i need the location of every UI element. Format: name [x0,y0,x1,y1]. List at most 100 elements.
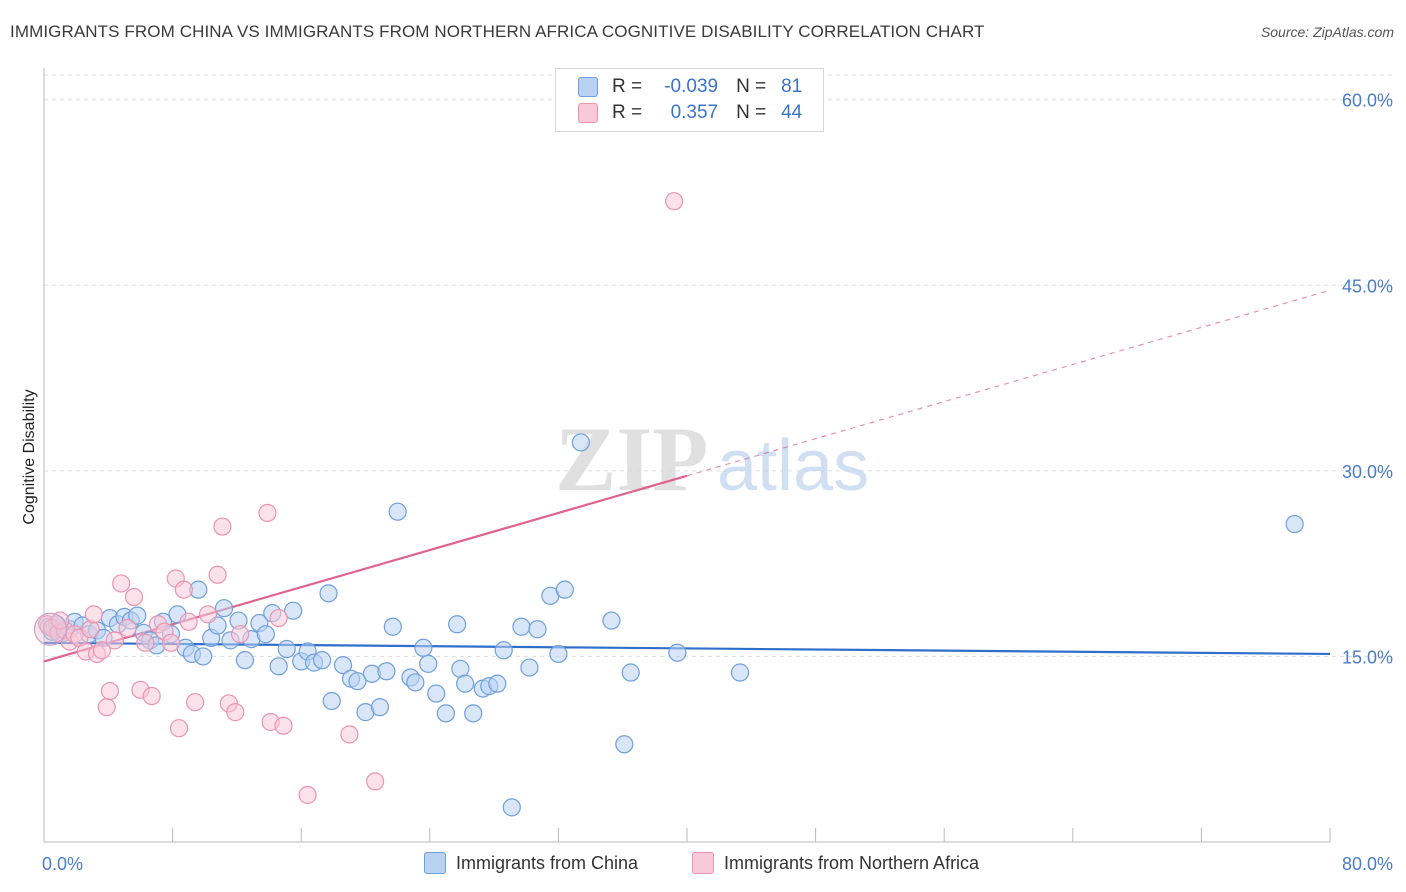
x-tick-label-start: 0.0% [42,854,83,874]
point-china [1285,514,1304,534]
point-china [502,798,521,817]
point-china [269,657,288,676]
chart-title: IMMIGRANTS FROM CHINA VS IMMIGRANTS FROM… [10,22,985,41]
point-northern-africa [186,693,205,712]
axes [43,68,1331,843]
point-northern-africa [665,192,684,211]
point-northern-africa [179,612,198,631]
point-china [615,735,634,754]
point-northern-africa [136,633,155,652]
watermark: ZIP atlas [555,408,869,510]
point-northern-africa [198,605,218,624]
chart-source: Source: ZipAtlas.com [1260,24,1394,40]
legend-r-value-northern-africa: 0.357 [670,102,719,123]
tick-labels: 15.0% 30.0% 45.0% 60.0% 0.0% 80.0% Cognitive D… [21,91,1393,874]
point-china [414,638,433,657]
point-china [235,651,255,670]
series-swatch-northern-africa [692,852,714,874]
point-china [464,704,483,723]
watermark-zip: ZIP [555,408,708,510]
point-northern-africa [366,772,385,791]
y-tick-label: 30.0% [1342,462,1393,482]
point-china [419,654,438,673]
point-china [319,584,338,603]
legend-n-value-northern-africa: 44 [781,102,803,123]
y-tick-label: 15.0% [1342,647,1393,667]
point-china [456,674,475,693]
point-northern-africa [118,618,137,638]
point-northern-africa [174,580,193,599]
point-china [348,672,367,691]
point-northern-africa [258,503,277,523]
legend-n-label: N = [736,102,767,123]
point-northern-africa [169,719,189,738]
trend-line-extension-1 [686,289,1331,477]
point-northern-africa [340,725,359,744]
point-china [312,651,332,670]
point-china [555,580,574,599]
trend-lines [43,289,1331,663]
point-northern-africa [81,620,100,639]
point-china [621,663,640,682]
point-china [494,641,513,660]
point-china [256,625,275,644]
point-northern-africa [92,641,111,660]
point-northern-africa [97,698,116,717]
point-china [668,643,687,662]
point-china [427,684,446,703]
point-china [528,620,547,639]
point-china [571,433,591,452]
point-china [333,655,353,675]
gridlines [44,74,1395,657]
point-northern-africa [50,611,70,630]
point-china [602,611,621,630]
point-china [214,599,234,618]
point-china [284,601,303,620]
point-northern-africa [231,625,250,644]
legend-r-label: R = [612,76,643,97]
point-china [194,647,213,666]
point-northern-africa [161,633,181,652]
series-legend-china: Immigrants from China [424,852,638,874]
point-northern-africa [208,565,227,584]
data-points [33,192,1304,817]
point-china [549,644,568,664]
legend-r-label: R = [612,102,643,123]
legend-row-northern-africa: R = 0.357 N = 44 [578,100,802,126]
point-northern-africa [84,605,103,624]
point-northern-africa [124,587,144,607]
point-northern-africa [213,517,232,536]
point-northern-africa [274,716,293,735]
x-tick-label-end: 80.0% [1342,854,1393,874]
point-china [406,673,425,692]
point-northern-africa [142,686,161,706]
series-label-northern-africa: Immigrants from Northern Africa [724,852,980,873]
point-northern-africa [105,631,124,650]
legend-r-value-china: -0.039 [664,76,719,97]
point-cluster [33,612,68,646]
point-northern-africa [112,574,131,593]
series-label-china: Immigrants from China [456,852,639,873]
point-china [448,615,467,634]
watermark-atlas: atlas [717,426,869,506]
point-china [436,704,455,723]
point-china [277,639,296,659]
point-china [322,691,341,711]
series-legend-northern-africa: Immigrants from Northern Africa [692,852,979,874]
point-china [128,606,147,625]
y-axis-title: Cognitive Disability [21,389,38,524]
point-northern-africa [298,785,317,805]
point-northern-africa [100,681,120,701]
point-northern-africa [226,703,245,722]
legend-swatch-china [578,77,598,97]
point-china [383,617,402,636]
legend-swatch-northern-africa [578,103,598,123]
y-tick-label: 45.0% [1342,276,1393,296]
point-china [730,663,750,682]
point-china [512,617,531,636]
legend-row-china: R = -0.039 N = 81 [578,74,802,100]
point-china [388,502,407,521]
correlation-legend: R = -0.039 N = 81 R = 0.357 N = 44 [555,68,824,132]
point-china [488,674,507,693]
